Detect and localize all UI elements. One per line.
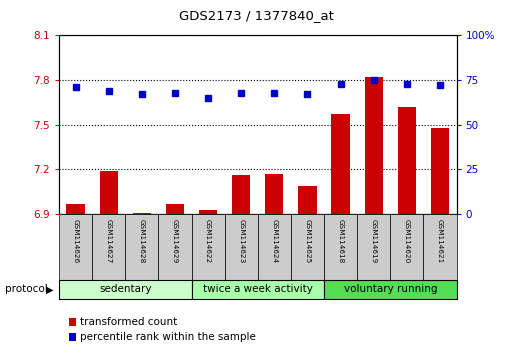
Text: voluntary running: voluntary running [344, 284, 437, 295]
Text: GSM114625: GSM114625 [305, 219, 310, 264]
Bar [59, 280, 191, 299]
Bar [191, 214, 225, 280]
Bar [166, 204, 184, 214]
Bar [324, 280, 457, 299]
Bar [390, 214, 423, 280]
Text: twice a week activity: twice a week activity [203, 284, 313, 295]
Bar [199, 210, 217, 214]
Bar [365, 77, 383, 214]
Text: GSM114628: GSM114628 [139, 219, 145, 264]
Text: GSM114623: GSM114623 [238, 219, 244, 264]
Bar [398, 107, 416, 214]
Text: GSM114629: GSM114629 [172, 219, 178, 264]
Bar [258, 214, 291, 280]
Bar [125, 214, 159, 280]
Text: GSM114618: GSM114618 [338, 219, 344, 264]
Text: GSM114624: GSM114624 [271, 219, 278, 264]
Bar [159, 214, 191, 280]
Bar [92, 214, 125, 280]
Bar [225, 214, 258, 280]
Text: percentile rank within the sample: percentile rank within the sample [80, 332, 256, 342]
Bar [232, 176, 250, 214]
Bar [299, 186, 317, 214]
Text: GSM114621: GSM114621 [437, 219, 443, 264]
Text: GSM114622: GSM114622 [205, 219, 211, 264]
Bar [100, 171, 118, 214]
Text: GSM114620: GSM114620 [404, 219, 410, 264]
Text: ▶: ▶ [46, 284, 54, 295]
Text: GSM114619: GSM114619 [371, 219, 377, 264]
Text: GSM114626: GSM114626 [72, 219, 78, 264]
Text: GSM114627: GSM114627 [106, 219, 112, 264]
Text: GDS2173 / 1377840_at: GDS2173 / 1377840_at [179, 9, 334, 22]
Bar [324, 214, 357, 280]
Bar [431, 128, 449, 214]
Text: sedentary: sedentary [99, 284, 151, 295]
Bar [423, 214, 457, 280]
Bar [133, 213, 151, 214]
Bar [331, 114, 350, 214]
Bar [191, 280, 324, 299]
Bar [265, 174, 284, 214]
Text: protocol: protocol [5, 284, 48, 295]
Bar [291, 214, 324, 280]
Text: transformed count: transformed count [80, 317, 177, 327]
Bar [59, 214, 92, 280]
Bar [357, 214, 390, 280]
Bar [67, 204, 85, 214]
